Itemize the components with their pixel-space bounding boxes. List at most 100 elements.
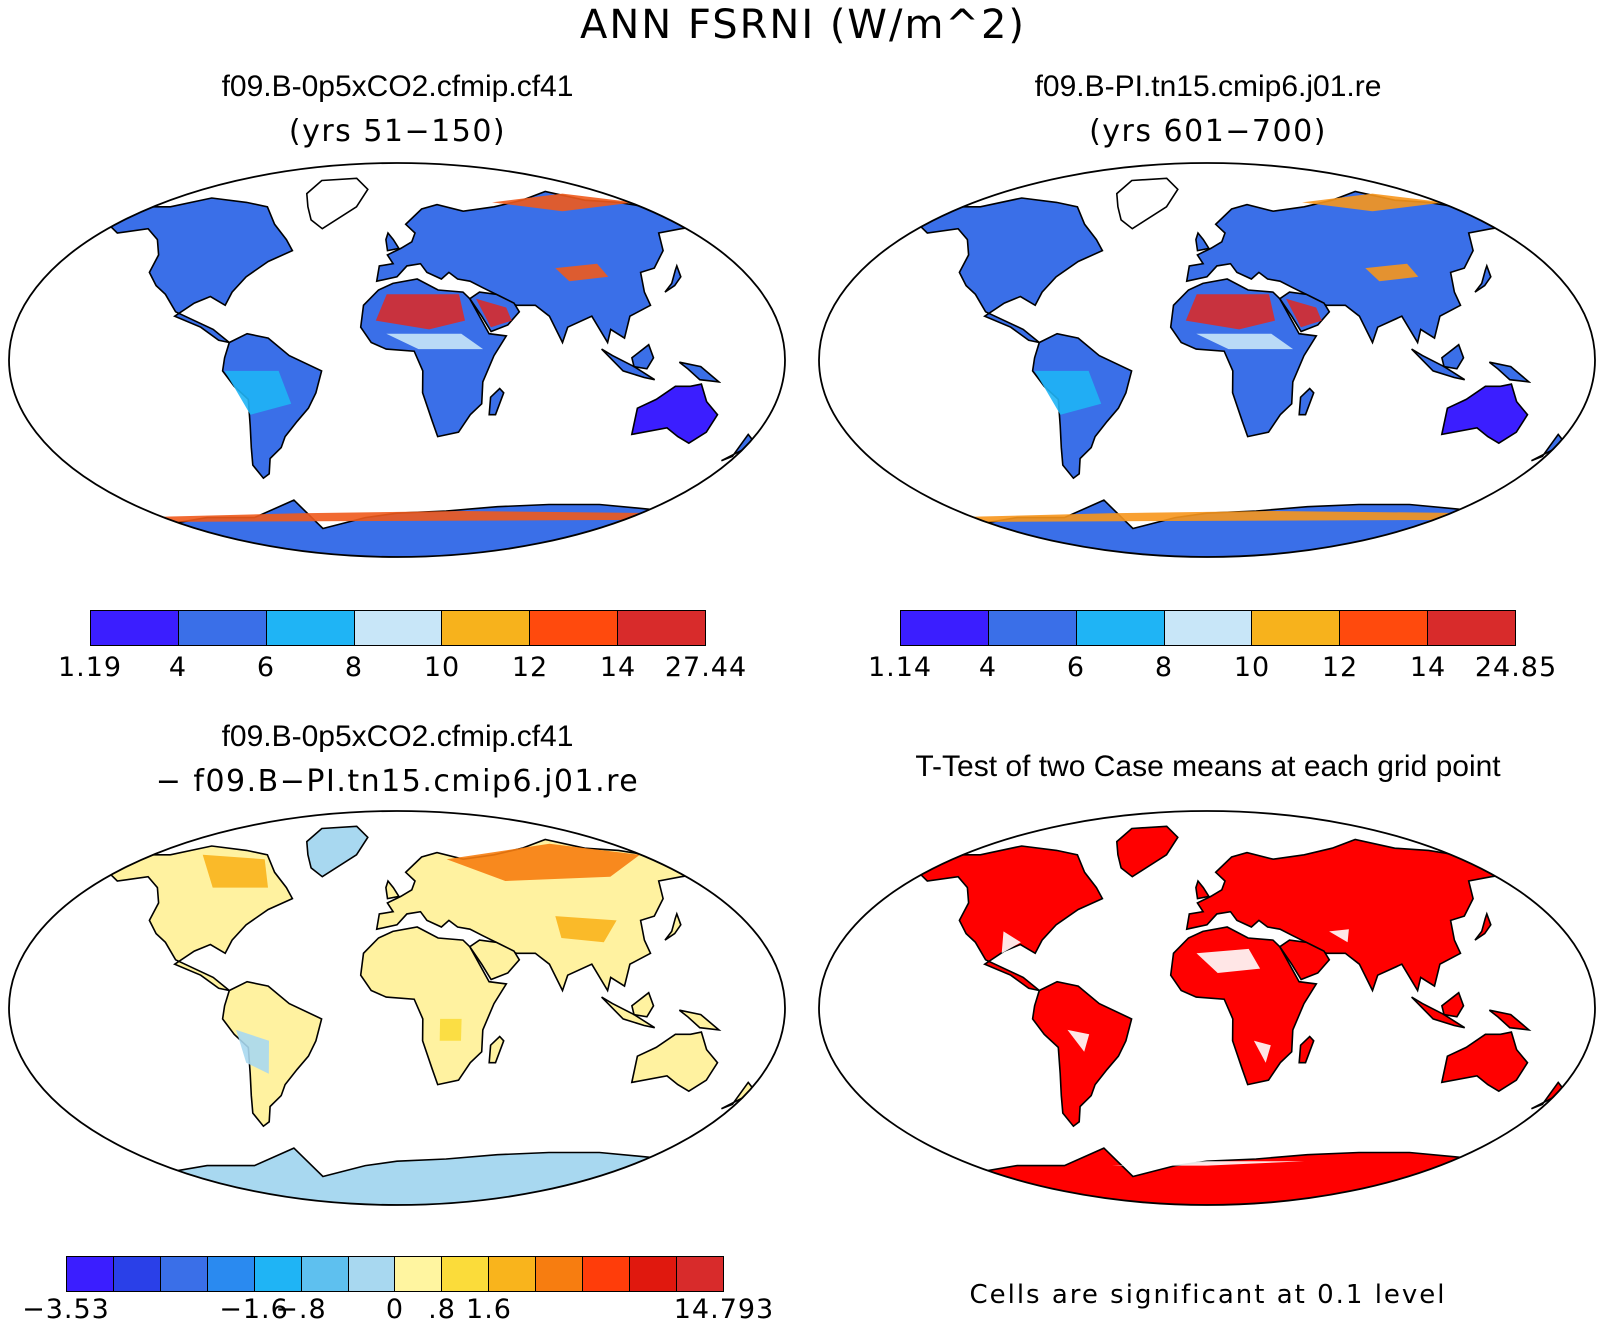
landmass-madagascar [1298, 387, 1315, 416]
map-difference [8, 810, 786, 1206]
landmass-australia [1440, 1031, 1529, 1093]
colorbar-case2 [900, 610, 1516, 646]
field-region [1196, 948, 1261, 973]
colorbar-tick-label: −3.53 [22, 1294, 110, 1325]
colorbar-swatch [1340, 611, 1429, 645]
landmass-madagascar [488, 1035, 505, 1064]
figure-title: ANN FSRNI (W/m^2) [579, 2, 1026, 48]
field-region [386, 333, 484, 350]
landmass-japan [664, 263, 682, 293]
colorbar-tick-label: 6 [1066, 652, 1086, 683]
colorbar-tick-label: 14 [599, 652, 637, 683]
landmass-northamerica [917, 197, 1104, 344]
landmass-greenland [1115, 825, 1179, 878]
landmass-nz [721, 1081, 757, 1110]
landmass-greenland [305, 177, 369, 230]
colorbar-tick-label: 4 [978, 652, 998, 683]
field-region [937, 511, 1483, 522]
colorbar-swatch [676, 1257, 723, 1291]
landmass-antarctica [915, 499, 1502, 557]
landmass-japan [1474, 911, 1492, 941]
landmass-arabia [1278, 939, 1331, 981]
field-region [236, 1029, 269, 1074]
map-frame [8, 810, 786, 1206]
field-region [375, 294, 465, 330]
field-region [224, 370, 292, 415]
colorbar-swatch [207, 1257, 255, 1291]
map-case1 [8, 162, 786, 558]
field-region [446, 843, 640, 881]
landmass-nz [1531, 433, 1567, 462]
colorbar-swatch [113, 1257, 161, 1291]
landmass-greenland [1115, 177, 1179, 230]
colorbar-swatch [618, 611, 706, 645]
colorbar-tick-label: 14.793 [673, 1294, 775, 1325]
landmass-madagascar [1298, 1035, 1315, 1064]
colorbar-tick-label: 6 [256, 652, 276, 683]
landmass-uk [385, 879, 401, 900]
colorbar-swatch [160, 1257, 208, 1291]
colorbar-swatch [530, 611, 619, 645]
colorbar-tick-label: 24.85 [1474, 652, 1558, 683]
map-frame [818, 162, 1596, 558]
colorbar-tick-label: 1.14 [867, 652, 933, 683]
landmass-indonesia [601, 996, 656, 1029]
colorbar-difference-ticks: −3.53 −1.6 −.8 0 .8 1.6 14.793 [22, 1294, 773, 1328]
colorbar-swatch [178, 611, 267, 645]
colorbar-swatch [489, 1257, 537, 1291]
colorbar-tick-label: 14 [1409, 652, 1447, 683]
landmass-australia [630, 383, 719, 445]
colorbar-swatch [442, 611, 531, 645]
landmass-japan [1474, 263, 1492, 293]
panel-case2-title: f09.B-PI.tn15.cmip6.j01.re [1034, 70, 1382, 103]
panel-ttest-title: T-Test of two Case means at each grid po… [915, 750, 1501, 783]
colorbar-tick-label: −.8 [275, 1294, 327, 1325]
landmass-eurasia [375, 190, 714, 345]
landmass-antarctica [105, 499, 692, 557]
landmass-newguinea [678, 361, 722, 383]
colorbar-swatch [442, 1257, 490, 1291]
colorbar-swatch [988, 611, 1077, 645]
landmass-greenland [305, 825, 369, 878]
field-region [439, 1018, 462, 1041]
ttest-footnote: Cells are significant at 0.1 level [969, 1280, 1447, 1310]
landmass-newguinea [1488, 361, 1532, 383]
landmass-indonesia [1411, 348, 1466, 381]
field-region [127, 511, 673, 522]
landmass-southamerica [1031, 980, 1133, 1128]
colorbar-tick-label: 27.44 [664, 652, 748, 683]
landmass-africa [1169, 926, 1318, 1086]
colorbar-swatch [1076, 611, 1165, 645]
field-region [476, 298, 512, 328]
colorbar-swatch [1252, 611, 1341, 645]
field-region [1196, 333, 1294, 350]
field-region [555, 916, 617, 943]
field-region [1302, 193, 1445, 212]
field-region [1185, 294, 1275, 330]
field-region [1034, 370, 1102, 415]
colorbar-swatch [583, 1257, 631, 1291]
landmass-arabia [468, 939, 521, 981]
map-ttest [818, 810, 1596, 1206]
field-region [1365, 263, 1419, 282]
landmass-borneo [1441, 343, 1465, 370]
landmass-borneo [631, 343, 655, 370]
landmass-antarctica [915, 1147, 1502, 1205]
panel-case2-subtitle: (yrs 601−700) [1089, 114, 1327, 149]
landmass-uk [1195, 879, 1211, 900]
colorbar-swatch [395, 1257, 443, 1291]
landmass-indonesia [1411, 996, 1466, 1029]
landmass-newguinea [678, 1009, 722, 1031]
landmass-nz [1531, 1081, 1567, 1110]
colorbar-swatch [354, 611, 443, 645]
colorbar-tick-label: 4 [168, 652, 188, 683]
landmass-borneo [631, 991, 655, 1018]
landmass-nz [721, 433, 757, 462]
landmass-indonesia [601, 348, 656, 381]
landmass-eurasia [1185, 190, 1524, 345]
colorbar-difference [66, 1256, 724, 1292]
landmass-uk [385, 231, 401, 252]
landmass-australia [630, 1031, 719, 1093]
colorbar-case1-ticks: 1.19 4 6 8 10 12 14 27.44 [58, 652, 746, 686]
landmass-northamerica [917, 845, 1104, 992]
